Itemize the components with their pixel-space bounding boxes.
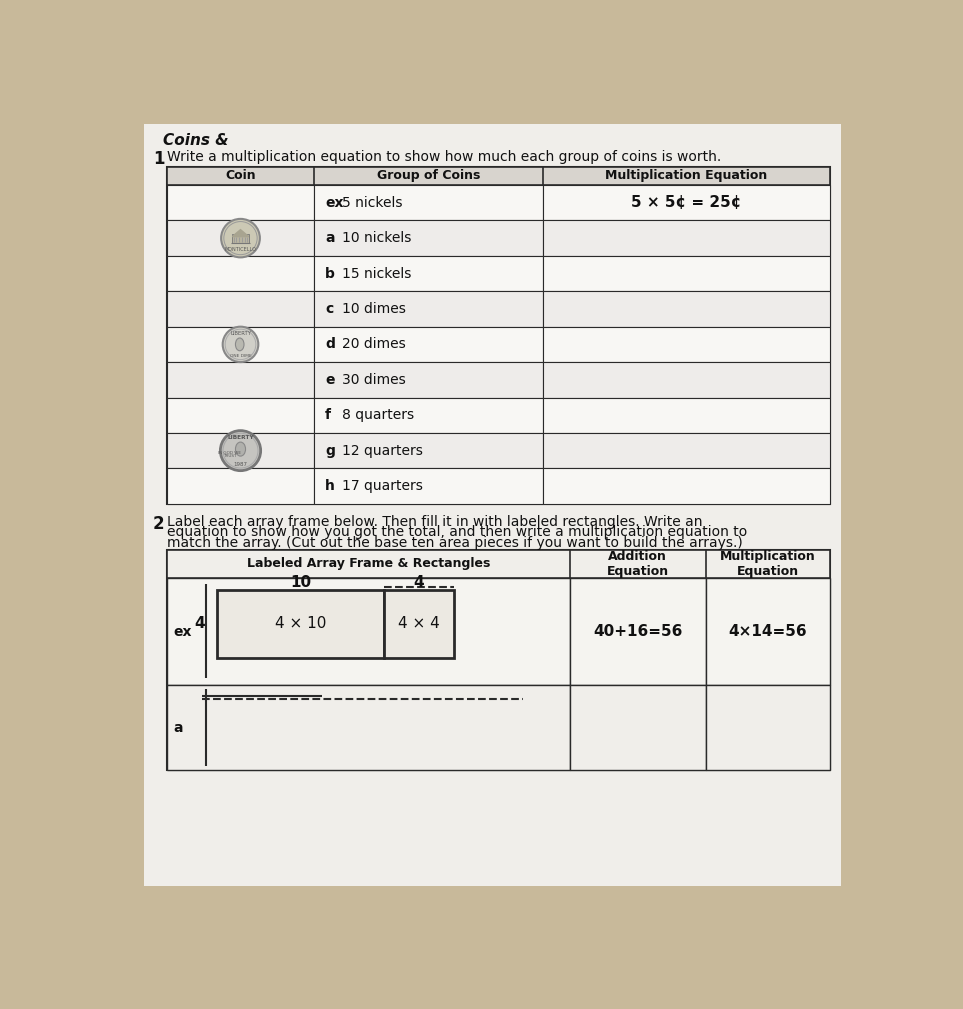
Text: 10 nickels: 10 nickels [342,231,411,245]
Bar [167,256,314,292]
Bar [167,220,314,256]
Text: 12 quarters: 12 quarters [342,444,423,458]
Text: 5 nickels: 5 nickels [342,196,403,210]
Text: 4×14=56: 4×14=56 [728,625,807,639]
Text: Write a multiplication equation to show how much each group of coins is worth.: Write a multiplication equation to show … [167,149,721,163]
Bar [543,220,829,256]
Text: ex: ex [173,625,192,639]
Text: 5 × 5¢ = 25¢: 5 × 5¢ = 25¢ [631,195,742,210]
Text: 2: 2 [153,515,165,533]
Text: ex: ex [325,196,344,210]
Bar [167,327,314,362]
Text: match the array. (Cut out the base ten area pieces if you want to build the arra: match the array. (Cut out the base ten a… [167,536,742,550]
Bar [167,292,314,327]
Bar [218,590,384,658]
Text: Label each array frame below. Then fill it in with labeled rectangles. Write an: Label each array frame below. Then fill … [167,515,702,529]
Bar [167,433,314,468]
Text: Multiplication
Equation: Multiplication Equation [719,550,816,578]
Text: 10 dimes: 10 dimes [342,302,405,316]
Bar [543,362,829,398]
Text: 4 × 10: 4 × 10 [274,616,326,632]
Bar [167,362,314,398]
Bar [543,256,829,292]
Text: 30 dimes: 30 dimes [342,372,405,386]
Bar [167,166,829,503]
Text: Group of Coins: Group of Coins [377,170,481,183]
Bar [543,327,829,362]
Bar [314,468,543,503]
Bar [706,685,829,770]
Bar [167,398,314,433]
Text: Multiplication Equation: Multiplication Equation [605,170,768,183]
Bar [570,578,706,685]
Bar [543,185,829,220]
Text: ONE DIME: ONE DIME [229,354,251,358]
Text: e: e [325,372,334,386]
Bar [543,433,829,468]
Bar [314,292,543,327]
Bar [706,578,829,685]
Polygon shape [232,230,248,236]
Bar [314,362,543,398]
Bar [167,468,314,503]
Text: d: d [325,337,335,351]
Bar [543,398,829,433]
Text: 17 quarters: 17 quarters [342,479,423,493]
Text: 1987: 1987 [233,462,247,467]
Text: IN GOD WE: IN GOD WE [218,451,241,455]
Text: MONTICELLO: MONTICELLO [224,246,256,251]
Text: LIBERTY: LIBERTY [230,331,251,336]
Text: TRUST: TRUST [222,454,236,458]
Text: 10: 10 [290,575,311,590]
Ellipse shape [235,338,244,351]
Bar [543,292,829,327]
Bar [167,578,570,685]
Circle shape [221,219,260,257]
Text: Coins &: Coins & [163,133,228,148]
Text: equation to show how you got the total, and then write a multiplication equation: equation to show how you got the total, … [167,526,747,540]
Bar [384,590,454,658]
Ellipse shape [236,442,246,456]
Text: 4: 4 [195,616,205,632]
Bar [314,327,543,362]
Bar [314,185,543,220]
Text: 4 × 4: 4 × 4 [398,616,440,632]
Text: 8 quarters: 8 quarters [342,409,414,422]
Bar [314,398,543,433]
Text: a: a [325,231,334,245]
Text: LIBERTY: LIBERTY [227,435,254,440]
Bar [167,550,829,770]
Text: Coin: Coin [225,170,256,183]
Bar [543,468,829,503]
Text: 1: 1 [153,149,165,167]
Circle shape [222,327,258,362]
Text: b: b [325,266,335,281]
Text: 40+16=56: 40+16=56 [593,625,683,639]
Text: f: f [325,409,331,422]
Text: Labeled Array Frame & Rectangles: Labeled Array Frame & Rectangles [247,557,490,570]
Text: g: g [325,444,335,458]
Bar [167,685,570,770]
Circle shape [221,431,261,470]
Bar [314,256,543,292]
Bar [570,685,706,770]
Bar [167,166,829,185]
Text: 15 nickels: 15 nickels [342,266,411,281]
Bar [167,185,314,220]
Text: Addition
Equation: Addition Equation [607,550,668,578]
Bar [232,233,248,243]
Text: c: c [325,302,333,316]
Text: a: a [173,720,183,735]
Bar [167,550,829,578]
Bar [314,433,543,468]
Text: 20 dimes: 20 dimes [342,337,405,351]
Text: 4: 4 [413,575,424,590]
Bar [314,220,543,256]
Text: h: h [325,479,335,493]
